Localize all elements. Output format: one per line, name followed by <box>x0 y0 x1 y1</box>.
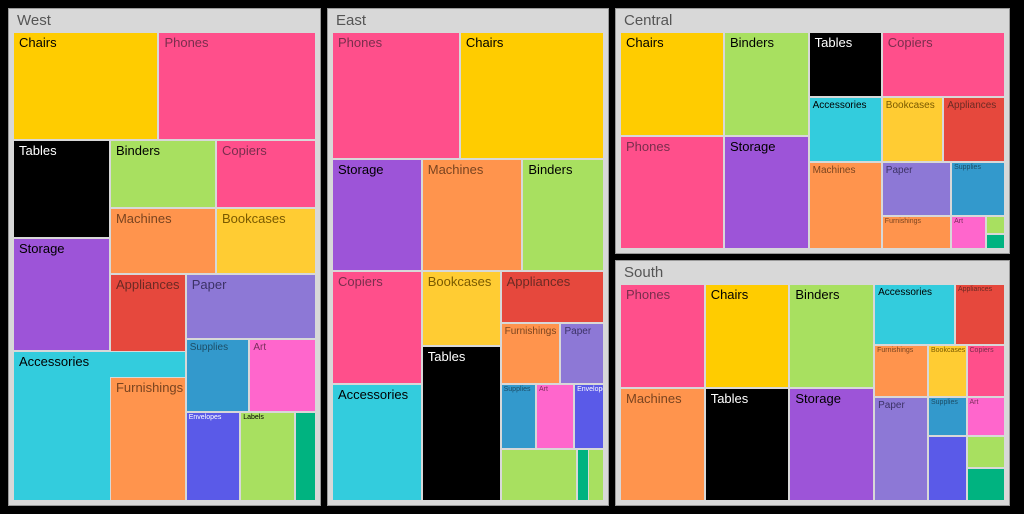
tile-labels[interactable] <box>967 436 1006 469</box>
treemap-west: ChairsPhones TablesBindersCopiers StorageM… <box>13 32 316 501</box>
tile-appliances[interactable]: Appliances <box>943 97 1005 162</box>
tile-art[interactable]: Art <box>249 339 316 412</box>
tile-binders[interactable]: Binders <box>522 159 604 272</box>
tile-phones[interactable]: Phones <box>620 284 705 388</box>
tile-accessories[interactable]: Accessories <box>332 384 422 501</box>
tile-phones[interactable]: Phones <box>332 32 460 159</box>
tile-bookcases[interactable]: Bookcases <box>928 345 967 397</box>
tile-fasteners[interactable] <box>295 412 316 501</box>
tile-supplies[interactable]: Supplies <box>186 339 250 412</box>
tile-art[interactable]: Art <box>536 384 574 450</box>
tile-supplies[interactable]: Supplies <box>501 384 536 450</box>
tile-tables[interactable]: Tables <box>705 388 790 501</box>
tile-binders[interactable]: Binders <box>724 32 809 136</box>
tile-appliances[interactable]: Appliances <box>501 271 604 323</box>
tile-storage[interactable]: Storage <box>13 238 110 351</box>
tile-copiers[interactable]: Copiers <box>882 32 1005 97</box>
tile-paper[interactable]: Paper <box>882 162 951 216</box>
tile-storage[interactable]: Storage <box>789 388 874 501</box>
tile-chairs[interactable]: Chairs <box>460 32 604 159</box>
tile-furnishings[interactable]: Furnishings <box>882 216 951 249</box>
tile-envelopes[interactable]: Envelopes <box>574 384 604 450</box>
tile-machines[interactable]: Machines <box>422 159 523 272</box>
region-title: East <box>328 9 608 32</box>
tile-paper[interactable]: Paper <box>874 397 928 501</box>
tile-machines[interactable]: Machines <box>809 162 882 249</box>
tile-labels[interactable] <box>501 449 577 501</box>
tile-supplies[interactable]: Supplies <box>928 397 967 436</box>
tile-storage[interactable]: Storage <box>332 159 422 272</box>
tile-fasteners[interactable] <box>967 468 1006 501</box>
tile-bookcases[interactable]: Bookcases <box>216 208 316 274</box>
tile-accessories[interactable]: Accessories <box>809 97 882 162</box>
tile-bookcases[interactable]: Bookcases <box>882 97 944 162</box>
tile-labels[interactable]: Labels <box>240 412 295 501</box>
tile-copiers[interactable]: Copiers <box>332 271 422 384</box>
tile-copiers[interactable]: Copiers <box>967 345 1006 397</box>
tile-tables[interactable]: Tables <box>422 346 501 501</box>
tile-supplies[interactable]: Supplies <box>951 162 1005 216</box>
region-title: West <box>9 9 320 32</box>
tile-binders[interactable]: Binders <box>110 140 216 208</box>
tile-furnishings[interactable]: Furnishings <box>501 323 561 384</box>
tile-art[interactable]: Art <box>951 216 986 249</box>
tile-envelopes[interactable]: Envelopes <box>186 412 241 501</box>
tile-furnishings[interactable]: Furnishings <box>874 345 928 397</box>
tile-machines[interactable]: Machines <box>620 388 705 501</box>
tile-tables[interactable]: Tables <box>13 140 110 238</box>
tile-chairs[interactable]: Chairs <box>620 32 724 136</box>
region-east: East PhonesChairs StorageMachinesBinders C… <box>327 8 609 506</box>
tile-machines[interactable]: Machines <box>110 208 216 274</box>
treemap-dashboard: West ChairsPhonesTablesBindersCopiersSto… <box>8 8 1016 506</box>
tile-appliances[interactable]: Appliances <box>955 284 1005 345</box>
tile-paper[interactable]: Paper <box>186 274 316 340</box>
region-south: South PhonesChairsBindersAccessoriesAppl… <box>615 260 1010 506</box>
tile-tables[interactable]: Tables <box>809 32 882 97</box>
tile-labels[interactable] <box>588 449 604 501</box>
tile-envelopes[interactable] <box>928 436 967 501</box>
tile-bookcases[interactable]: Bookcases <box>422 271 501 346</box>
tile-chairs[interactable]: Chairs <box>13 32 158 140</box>
tile-labels[interactable] <box>986 216 1005 233</box>
region-title: Central <box>616 9 1009 32</box>
tile-binders[interactable]: Binders <box>789 284 874 388</box>
treemap-south: PhonesChairsBindersAccessoriesAppliances… <box>620 284 1005 501</box>
tile-accessories[interactable]: Accessories <box>874 284 955 345</box>
tile-chairs[interactable]: Chairs <box>705 284 790 388</box>
tile-phones[interactable]: Phones <box>158 32 316 140</box>
treemap-east: PhonesChairs StorageMachinesBinders Copier… <box>332 32 604 501</box>
tile-furnishings[interactable]: Furnishings <box>110 377 186 501</box>
region-central: Central ChairsBindersTablesCopiersAccess… <box>615 8 1010 254</box>
tile-storage[interactable]: Storage <box>724 136 809 249</box>
tile-fasteners[interactable] <box>986 234 1005 249</box>
treemap-central: ChairsBindersTablesCopiersAccessoriesBoo… <box>620 32 1005 249</box>
region-title: South <box>616 261 1009 284</box>
tile-copiers[interactable]: Copiers <box>216 140 316 208</box>
region-west: West ChairsPhones TablesBindersCopiers Sto… <box>8 8 321 506</box>
tile-phones[interactable]: Phones <box>620 136 724 249</box>
tile-paper[interactable]: Paper <box>560 323 604 384</box>
tile-art[interactable]: Art <box>967 397 1006 436</box>
